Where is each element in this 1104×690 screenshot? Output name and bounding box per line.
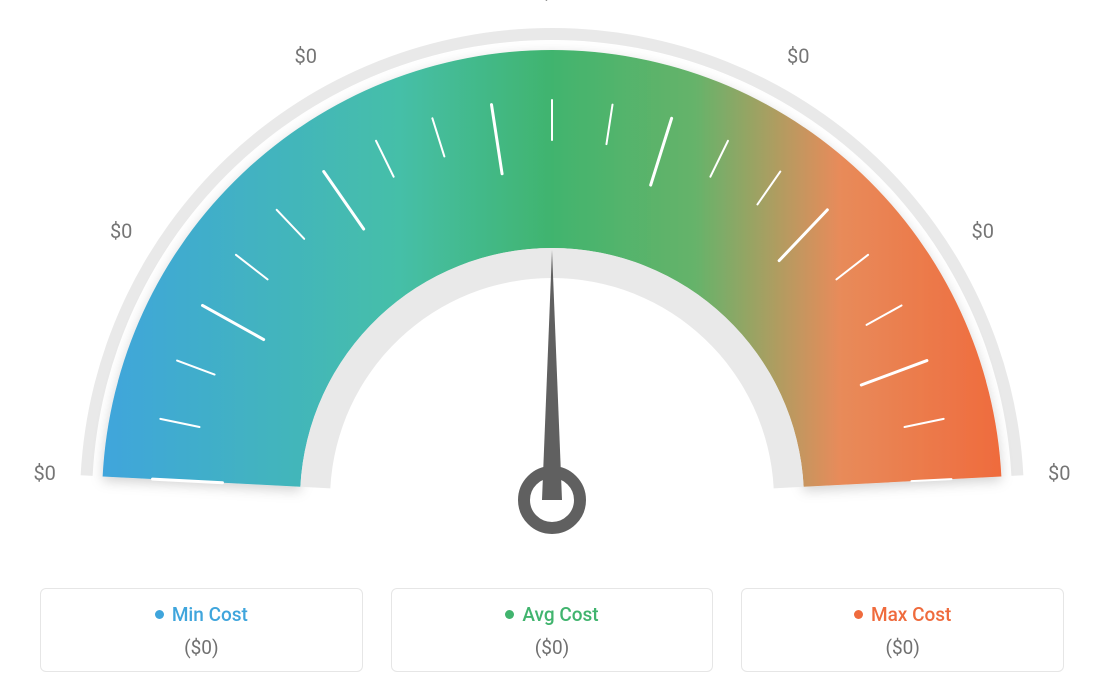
gauge-tick-label: $0 xyxy=(110,219,132,243)
gauge-svg xyxy=(0,0,1104,560)
legend-label-avg: Avg Cost xyxy=(522,603,598,626)
legend-card-max: Max Cost ($0) xyxy=(741,588,1064,672)
legend-label-max: Max Cost xyxy=(871,603,951,626)
legend-value-avg: ($0) xyxy=(404,636,701,659)
legend-value-max: ($0) xyxy=(754,636,1051,659)
legend-title-max: Max Cost xyxy=(854,603,951,626)
legend-row: Min Cost ($0) Avg Cost ($0) Max Cost ($0… xyxy=(40,588,1064,672)
gauge-tick-label: $0 xyxy=(972,219,994,243)
legend-card-min: Min Cost ($0) xyxy=(40,588,363,672)
gauge-tick-label: $0 xyxy=(541,0,563,4)
legend-dot-min xyxy=(155,610,164,619)
legend-title-min: Min Cost xyxy=(155,603,248,626)
gauge-container: $0 $0 $0 $0 $0 $0 $0 Min Cost ($0) Avg Cost ($… xyxy=(0,0,1104,690)
legend-title-avg: Avg Cost xyxy=(505,603,598,626)
legend-value-min: ($0) xyxy=(53,636,350,659)
legend-dot-avg xyxy=(505,610,514,619)
legend-dot-max xyxy=(854,610,863,619)
gauge-tick-label: $0 xyxy=(787,44,809,68)
gauge-tick-label: $0 xyxy=(294,44,316,68)
gauge-area: $0 $0 $0 $0 $0 $0 $0 xyxy=(0,0,1104,560)
gauge-tick-label: $0 xyxy=(33,461,55,485)
gauge-tick-label: $0 xyxy=(1048,461,1070,485)
legend-label-min: Min Cost xyxy=(172,603,248,626)
legend-card-avg: Avg Cost ($0) xyxy=(391,588,714,672)
